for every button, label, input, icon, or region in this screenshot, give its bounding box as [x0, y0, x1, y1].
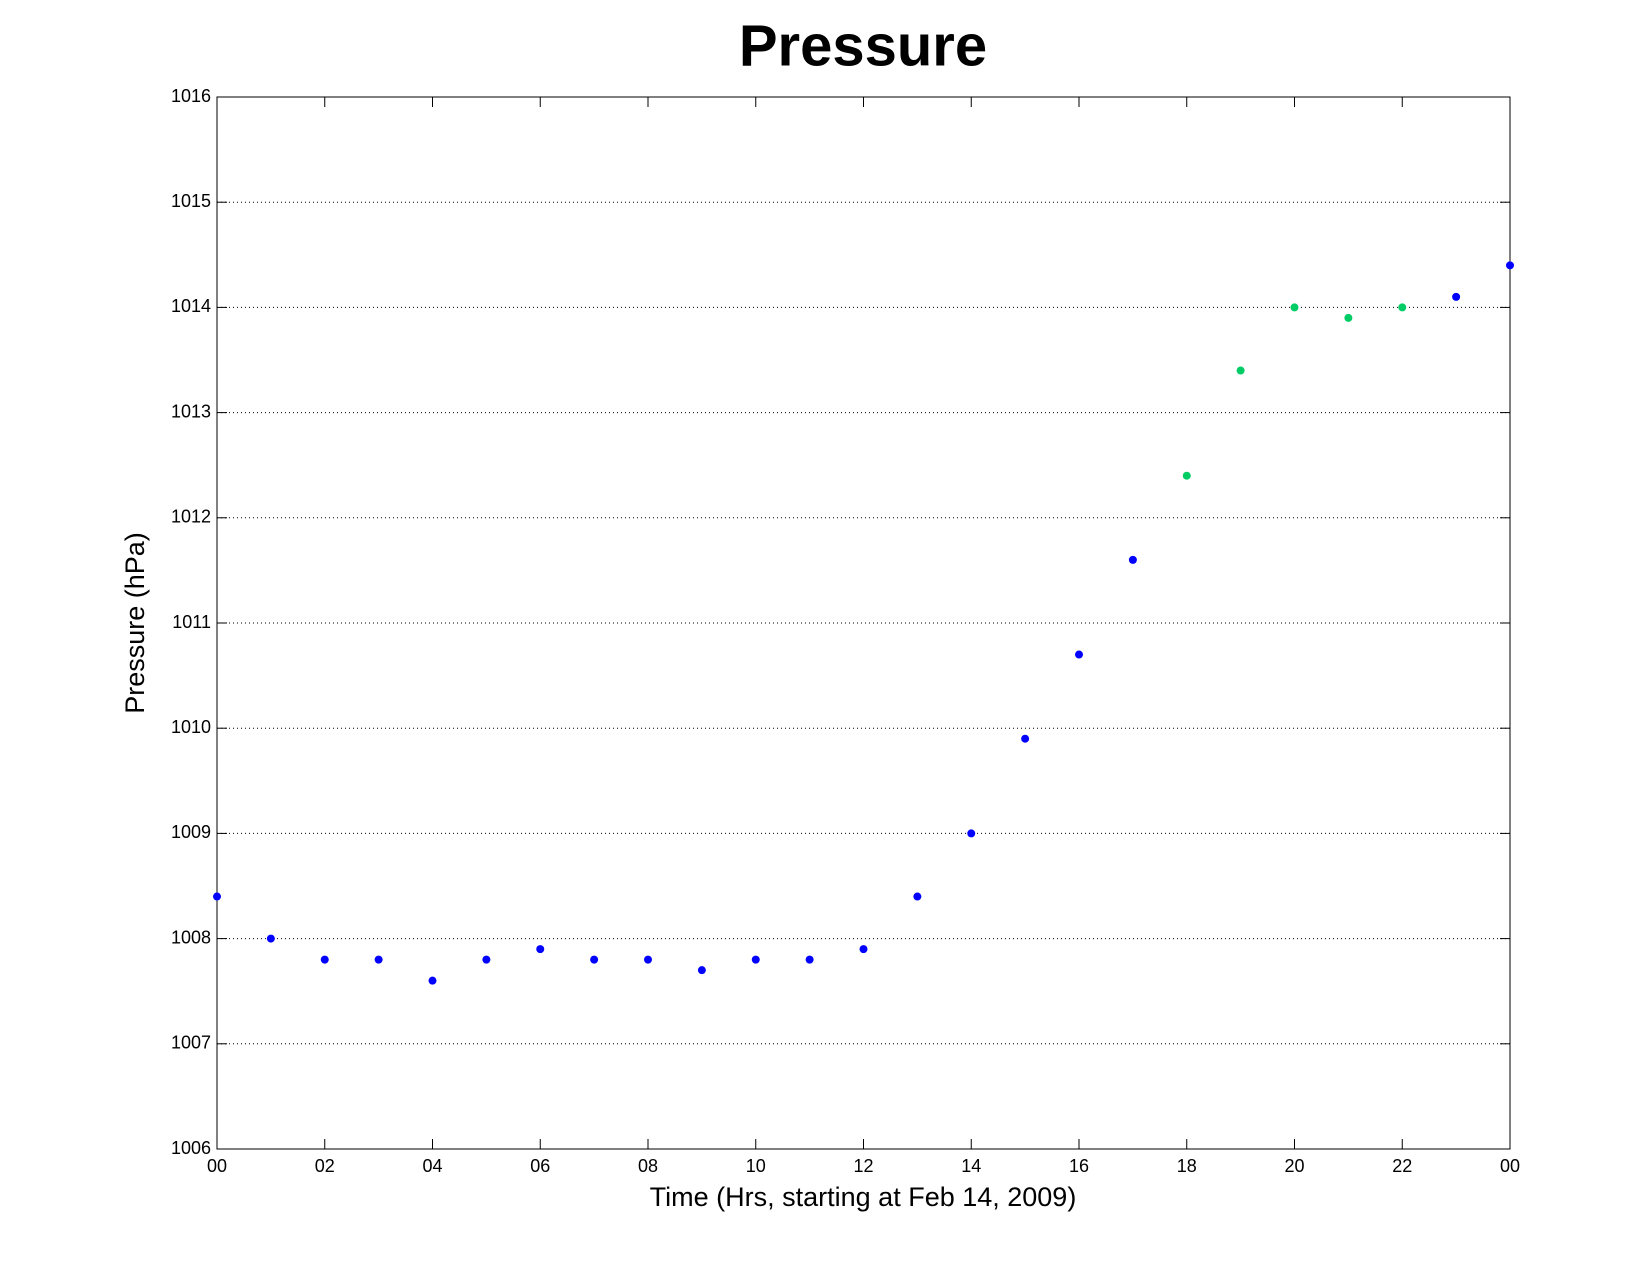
point	[805, 955, 814, 964]
point	[644, 955, 652, 964]
point	[374, 955, 383, 964]
y-tick-label: 1008	[171, 927, 211, 947]
x-tick-label: 02	[315, 1156, 335, 1176]
point	[320, 955, 329, 964]
point	[1344, 313, 1353, 322]
point	[1128, 555, 1137, 564]
y-tick-label: 1014	[171, 296, 211, 316]
y-tick-label: 1010	[171, 717, 211, 737]
point	[1452, 292, 1461, 301]
y-tick-label: 1016	[171, 86, 211, 106]
point	[482, 955, 491, 964]
x-tick-label: 08	[638, 1156, 658, 1176]
point	[913, 892, 922, 901]
x-tick-label: 16	[1069, 1156, 1089, 1176]
point	[1021, 734, 1030, 743]
x-tick-label: 14	[961, 1156, 981, 1176]
chart-title: Pressure	[739, 13, 987, 78]
point	[428, 976, 437, 985]
point	[266, 934, 275, 943]
x-tick-label: 10	[746, 1156, 766, 1176]
point	[751, 955, 760, 964]
x-tick-label: 22	[1392, 1156, 1412, 1176]
point	[213, 892, 221, 901]
x-tick-label: 18	[1177, 1156, 1197, 1176]
point	[697, 966, 706, 975]
y-tick-label: 1013	[171, 401, 211, 421]
x-axis-label: Time (Hrs, starting at Feb 14, 2009)	[650, 1182, 1077, 1212]
x-tick-label: 00	[207, 1156, 227, 1176]
x-tick-label: 00	[1500, 1156, 1520, 1176]
y-tick-label: 1015	[171, 191, 211, 211]
x-tick-label: 12	[853, 1156, 873, 1176]
x-tick-label: 20	[1284, 1156, 1304, 1176]
point	[1290, 303, 1299, 312]
y-tick-label: 1009	[171, 822, 211, 842]
point	[536, 945, 545, 954]
point	[1236, 366, 1245, 375]
plot-frame	[216, 96, 1511, 1150]
point	[967, 829, 976, 838]
x-tick-label: 04	[422, 1156, 442, 1176]
y-tick-label: 1007	[171, 1033, 211, 1053]
point	[1182, 471, 1191, 480]
point	[590, 955, 599, 964]
y-tick-label: 1006	[171, 1138, 211, 1158]
point	[1075, 650, 1083, 659]
y-tick-label: 1011	[172, 612, 211, 632]
y-axis-label: Pressure (hPa)	[120, 532, 150, 714]
point	[1398, 303, 1407, 312]
point	[1506, 261, 1514, 270]
y-tick-label: 1012	[171, 507, 211, 527]
point	[859, 945, 868, 954]
x-tick-label: 06	[530, 1156, 550, 1176]
